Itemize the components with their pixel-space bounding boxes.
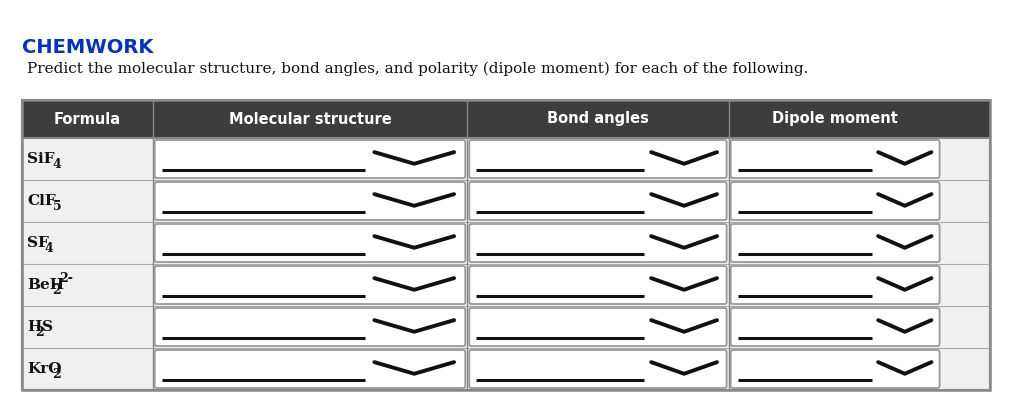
FancyBboxPatch shape	[731, 182, 940, 220]
Text: 2: 2	[52, 367, 61, 380]
Text: Formula: Formula	[54, 111, 121, 127]
Text: S: S	[42, 320, 53, 334]
Text: 2-: 2-	[59, 273, 73, 285]
FancyBboxPatch shape	[469, 350, 727, 388]
Text: Molecular structure: Molecular structure	[228, 111, 391, 127]
Text: 4: 4	[44, 242, 53, 254]
FancyBboxPatch shape	[469, 308, 727, 346]
FancyBboxPatch shape	[155, 140, 465, 178]
Text: BeH: BeH	[27, 278, 65, 292]
FancyBboxPatch shape	[155, 308, 465, 346]
Bar	[22, 100, 990, 138]
FancyBboxPatch shape	[469, 224, 727, 262]
Text: 2: 2	[52, 283, 61, 297]
Text: CHEMWORK: CHEMWORK	[22, 38, 154, 57]
Bar	[22, 100, 990, 390]
Text: SiF: SiF	[27, 152, 54, 166]
Bar	[22, 100, 990, 390]
FancyBboxPatch shape	[731, 308, 940, 346]
FancyBboxPatch shape	[155, 266, 465, 304]
FancyBboxPatch shape	[469, 182, 727, 220]
Text: 5: 5	[52, 199, 61, 213]
Text: Bond angles: Bond angles	[547, 111, 649, 127]
FancyBboxPatch shape	[155, 350, 465, 388]
FancyBboxPatch shape	[731, 266, 940, 304]
FancyBboxPatch shape	[155, 224, 465, 262]
Text: H: H	[27, 320, 41, 334]
Text: 4: 4	[52, 158, 61, 170]
Text: Predict the molecular structure, bond angles, and polarity (dipole moment) for e: Predict the molecular structure, bond an…	[27, 62, 808, 76]
Text: SF: SF	[27, 236, 49, 250]
FancyBboxPatch shape	[469, 140, 727, 178]
FancyBboxPatch shape	[469, 266, 727, 304]
FancyBboxPatch shape	[731, 350, 940, 388]
FancyBboxPatch shape	[731, 224, 940, 262]
Text: ClF: ClF	[27, 194, 55, 208]
Text: KrO: KrO	[27, 362, 61, 376]
Text: Dipole moment: Dipole moment	[772, 111, 898, 127]
Text: 2: 2	[36, 326, 44, 339]
FancyBboxPatch shape	[155, 182, 465, 220]
FancyBboxPatch shape	[731, 140, 940, 178]
